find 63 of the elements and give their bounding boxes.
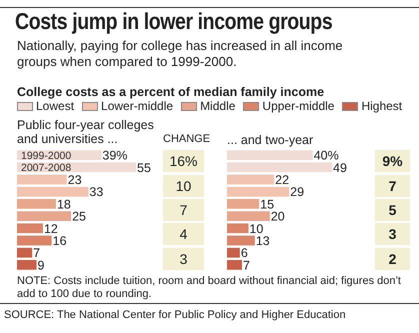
source-note: SOURCE: The National Center for Public Policy and Higher Education bbox=[4, 309, 346, 321]
legend-label: Lower-middle bbox=[100, 99, 174, 113]
bar bbox=[227, 248, 240, 258]
data-label: 13 bbox=[256, 234, 270, 248]
data-label: 6 bbox=[240, 246, 248, 260]
text: Nationally, paying for college has increased in all income groups when compared to 1999-2000. bbox=[17, 38, 344, 70]
data-label: 12 bbox=[44, 222, 58, 236]
data-label: 33 bbox=[89, 185, 104, 200]
bar bbox=[227, 174, 274, 184]
label-box: 3 bbox=[163, 248, 204, 270]
data-label: 22 bbox=[275, 172, 290, 187]
bar bbox=[227, 199, 260, 209]
data-label: 20 bbox=[270, 210, 285, 224]
label-box: 3 bbox=[375, 223, 410, 246]
data-label: 10 bbox=[249, 222, 264, 236]
y-tick-label: 2007-2008 bbox=[21, 162, 72, 174]
label-box: 9% bbox=[375, 150, 410, 172]
bar bbox=[17, 199, 56, 209]
label-box: 10 bbox=[163, 174, 204, 197]
text: CHANGE bbox=[163, 133, 210, 145]
chart-title: ... and two-year bbox=[227, 133, 314, 147]
bar bbox=[17, 260, 36, 270]
y-tick-label: 1999-2000 bbox=[21, 150, 72, 162]
data-label: 16 bbox=[52, 234, 67, 248]
label-box: 7 bbox=[163, 199, 204, 221]
label-box: 16% bbox=[163, 150, 204, 172]
label-box: 2 bbox=[375, 248, 410, 270]
data-label: 18 bbox=[56, 197, 71, 212]
text: College costs as a percent of median family income bbox=[17, 85, 324, 99]
data-label: 7 bbox=[33, 246, 40, 260]
data-label: 9 bbox=[37, 258, 44, 272]
bar bbox=[17, 211, 72, 221]
data-label: 15 bbox=[260, 197, 274, 212]
legend-label: Upper-middle bbox=[261, 99, 334, 113]
data-label: 49 bbox=[333, 160, 347, 175]
bar bbox=[227, 236, 255, 246]
bar bbox=[227, 223, 248, 234]
data-label: 29 bbox=[290, 185, 304, 200]
bar bbox=[17, 248, 32, 258]
text: NOTE: Costs include tuition, room and board without financial aid; figures don’t add to 100 due to rounding. bbox=[17, 275, 402, 301]
bar bbox=[227, 186, 290, 197]
data-label: 39% bbox=[102, 148, 128, 163]
bar bbox=[227, 162, 332, 172]
chart-title: Costs jump in lower income groups bbox=[15, 8, 332, 35]
legend-label: Middle bbox=[199, 99, 236, 113]
text: Public four-year colleges and universities ... bbox=[17, 118, 155, 146]
label-box: 5 bbox=[375, 199, 410, 221]
bar bbox=[17, 236, 52, 246]
label-box: 7 bbox=[375, 174, 410, 197]
data-label: 40% bbox=[314, 148, 339, 163]
legend-label: Highest bbox=[360, 99, 402, 113]
bar bbox=[227, 211, 270, 221]
bar bbox=[17, 186, 88, 197]
data-label: 25 bbox=[72, 210, 86, 224]
bar bbox=[17, 223, 43, 234]
data-label: 23 bbox=[68, 172, 82, 187]
bar bbox=[227, 150, 313, 160]
data-label: 55 bbox=[137, 160, 151, 175]
legend-label: Lowest bbox=[35, 99, 74, 113]
bar bbox=[227, 260, 242, 270]
bar bbox=[17, 174, 67, 184]
label-box: 4 bbox=[163, 223, 204, 246]
data-label: 7 bbox=[243, 258, 250, 272]
